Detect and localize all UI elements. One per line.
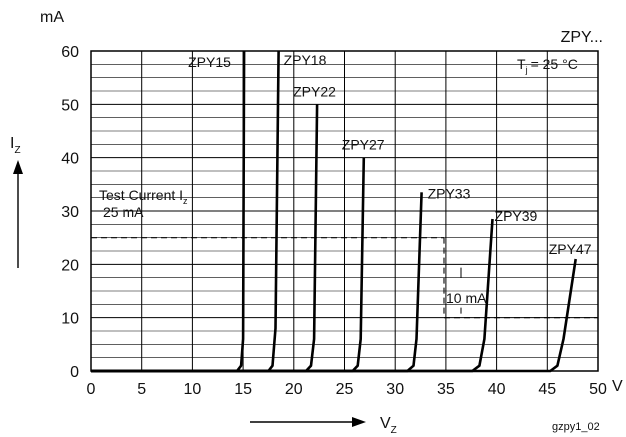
x-tick-label: 30 [386,381,404,398]
y-axis-label: IZ [10,135,21,156]
chart-title: ZPY... [561,29,603,46]
y-unit-label: mA [40,9,64,26]
x-tick-label: 20 [285,381,303,398]
x-tick-label: 15 [234,381,252,398]
labels: mA ZPY... Tj = 25 °C IZ VZ V Test Current… [10,9,623,436]
y-axis-symbol: I [10,135,14,152]
y-tick-label: 10 [61,311,79,328]
series-label: ZPY15 [188,54,231,70]
x-tick-label: 45 [538,381,556,398]
x-tick-label: 35 [437,381,455,398]
test-current-label: Test Current Iz [99,187,188,206]
x-unit-label: V [612,378,623,395]
y-tick-label: 60 [61,44,79,61]
y-axis-arrow-head [13,160,23,174]
x-tick-label: 10 [184,381,202,398]
delta-current-label: 10 mA [446,290,487,306]
figure-code: gzpy1_02 [552,421,600,433]
series-label: ZPY47 [549,241,592,257]
x-tick-label: 0 [87,381,96,398]
series-label: ZPY22 [293,83,336,99]
x-axis-label: VZ [380,415,397,436]
x-tick-label: 25 [336,381,354,398]
x-tick-label: 5 [137,381,146,398]
x-axis-arrow-head [352,417,366,427]
x-tick-label: 50 [589,381,607,398]
y-tick-label: 50 [61,97,79,114]
y-tick-label: 40 [61,151,79,168]
y-tick-label: 20 [61,257,79,274]
test-current-subscript: z [183,196,188,206]
condition-value: = 25 °C [531,56,578,72]
y-tick-label: 30 [61,204,79,221]
condition-subscript: j [525,65,528,75]
test-current-value: 25 mA [103,204,144,220]
condition-symbol: T [517,56,526,72]
annotations [13,160,598,427]
condition-label: Tj = 25 °C [517,56,578,75]
series-label: ZPY39 [495,208,538,224]
x-axis-symbol: V [380,415,391,432]
series-line-zpy47 [91,258,577,373]
x-axis-subscript: Z [391,425,397,436]
series-label: ZPY18 [284,52,327,68]
y-axis-subscript: Z [14,145,20,156]
x-tick-label: 40 [488,381,506,398]
series-line-zpy39 [91,218,494,373]
series-lines [91,50,577,373]
y-tick-label: 0 [70,364,79,381]
series-label: ZPY33 [428,185,471,201]
series-label: ZPY27 [342,137,385,153]
test-current-text: Test Current I [99,187,183,203]
grid [90,50,599,372]
